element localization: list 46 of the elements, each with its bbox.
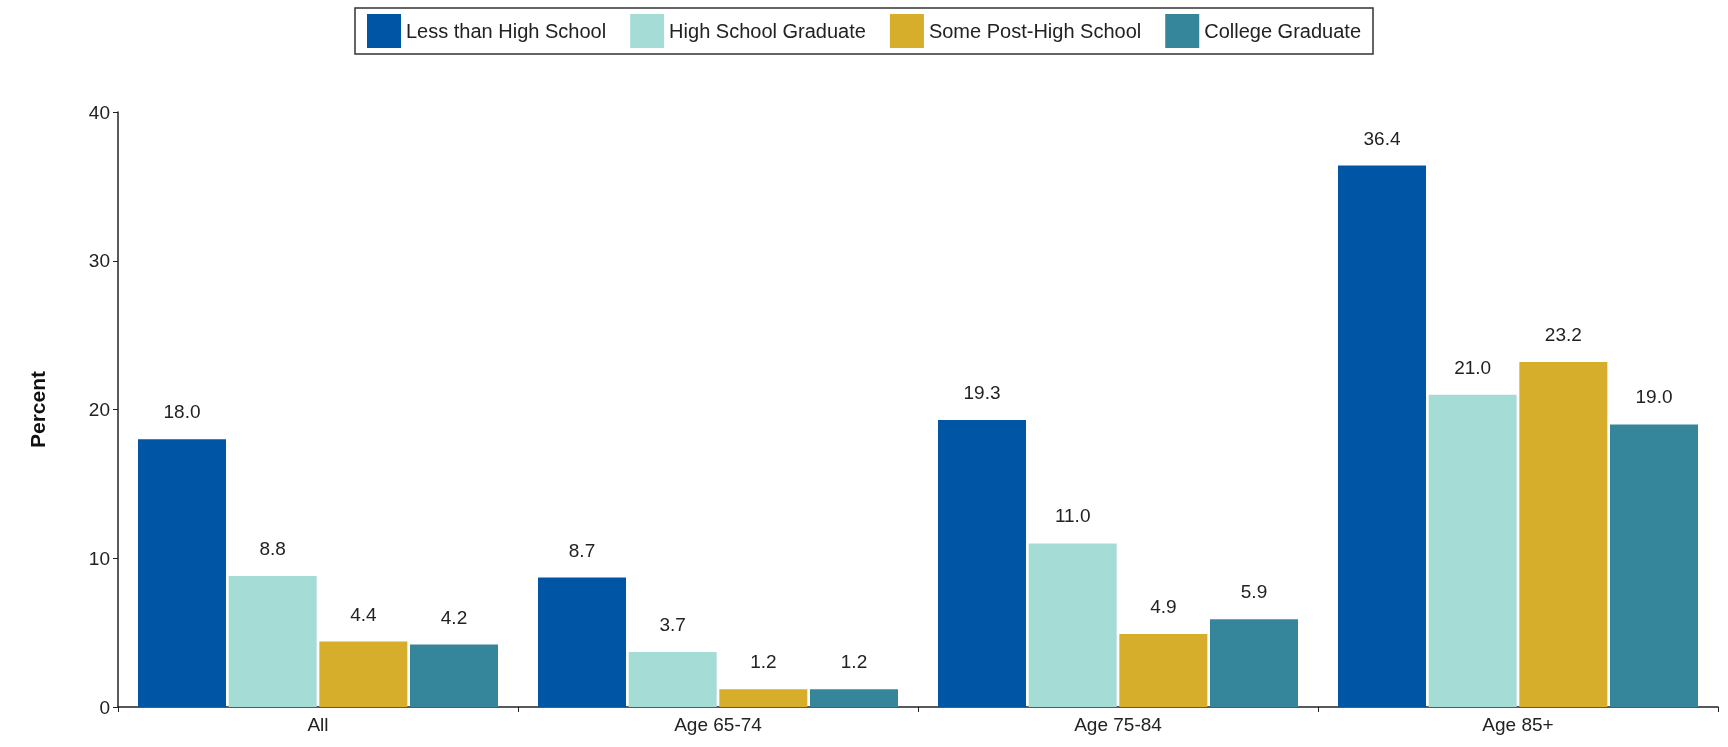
legend-label: Some Post-High School xyxy=(928,20,1142,42)
bar xyxy=(1209,619,1298,707)
y-tick-label: 30 xyxy=(88,250,110,272)
y-axis-title: Percent xyxy=(26,370,49,449)
y-tick-label: 0 xyxy=(99,696,110,718)
x-tick-label: Age 85+ xyxy=(1482,714,1554,735)
data-label: 18.0 xyxy=(163,401,201,423)
bar xyxy=(1609,424,1698,707)
bar xyxy=(1119,634,1208,707)
bar xyxy=(809,689,898,707)
bar xyxy=(1519,361,1608,707)
data-label: 19.0 xyxy=(1635,386,1673,408)
data-label: 3.7 xyxy=(659,613,686,635)
x-tick-label: All xyxy=(307,714,329,735)
bar xyxy=(1428,394,1517,707)
bar xyxy=(409,644,498,707)
bar xyxy=(719,689,808,707)
data-label: 4.9 xyxy=(1150,596,1177,618)
x-tick-label: Age 65-74 xyxy=(674,714,763,735)
data-label: 4.4 xyxy=(350,603,377,625)
bar xyxy=(538,577,627,707)
legend-label: Less than High School xyxy=(406,20,607,42)
bar xyxy=(938,419,1027,707)
bar xyxy=(628,651,717,707)
data-label: 1.2 xyxy=(840,651,868,673)
data-label: 5.9 xyxy=(1240,581,1268,603)
data-label: 1.2 xyxy=(750,651,777,673)
legend-label: High School Graduate xyxy=(669,20,866,42)
y-tick-label: 10 xyxy=(88,547,110,569)
y-tick-label: 20 xyxy=(88,399,110,420)
data-label: 21.0 xyxy=(1454,356,1492,378)
legend-label: College Graduate xyxy=(1204,20,1362,42)
data-label: 19.3 xyxy=(963,381,1001,403)
data-label: 36.4 xyxy=(1363,127,1401,149)
data-label: 8.7 xyxy=(568,539,596,561)
bar xyxy=(228,576,317,707)
data-label: 23.2 xyxy=(1544,323,1582,345)
bar xyxy=(1028,543,1117,707)
data-label: 4.2 xyxy=(440,606,468,628)
data-label: 8.8 xyxy=(259,538,286,560)
bar xyxy=(138,439,227,707)
x-tick-label: Age 75-84 xyxy=(1074,714,1163,735)
bar xyxy=(1338,165,1427,707)
y-tick-label: 40 xyxy=(88,101,110,123)
bar xyxy=(319,641,408,707)
data-label: 11.0 xyxy=(1054,505,1091,527)
